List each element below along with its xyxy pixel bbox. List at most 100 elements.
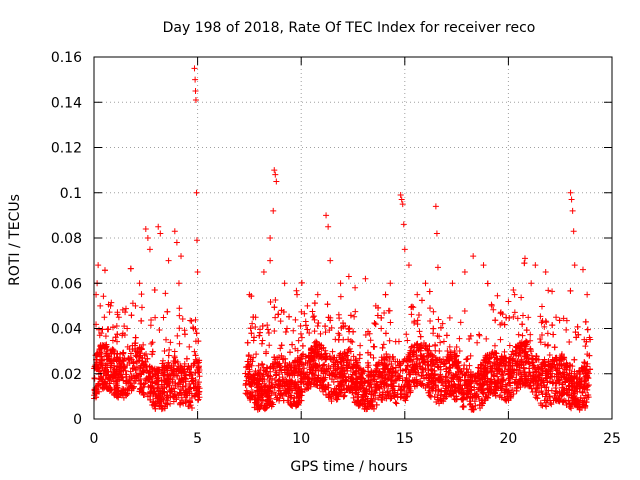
data-point xyxy=(159,357,166,364)
data-point xyxy=(160,371,167,378)
data-point xyxy=(128,356,135,363)
data-point xyxy=(350,394,357,401)
data-point xyxy=(484,280,491,287)
data-point xyxy=(495,365,502,372)
data-point xyxy=(515,331,522,338)
data-point xyxy=(349,389,356,396)
data-point xyxy=(286,381,293,388)
data-point xyxy=(363,388,370,395)
data-point xyxy=(108,347,115,354)
data-point xyxy=(190,325,197,332)
data-point xyxy=(295,337,302,344)
data-point xyxy=(159,405,166,412)
data-point xyxy=(157,230,164,237)
data-point xyxy=(418,297,425,304)
data-point xyxy=(414,317,421,324)
data-point xyxy=(514,343,521,350)
data-point xyxy=(278,342,285,349)
data-point xyxy=(333,356,340,363)
data-point xyxy=(130,385,137,392)
data-point xyxy=(543,319,550,326)
data-point xyxy=(120,358,127,365)
data-point xyxy=(343,362,350,369)
data-point xyxy=(506,342,513,349)
data-point xyxy=(254,384,261,391)
data-point xyxy=(480,368,487,375)
data-point xyxy=(161,372,168,379)
data-point xyxy=(480,390,487,397)
data-point xyxy=(301,310,308,317)
data-point xyxy=(392,377,399,384)
data-point xyxy=(125,379,132,386)
data-point xyxy=(255,370,262,377)
data-point xyxy=(192,87,199,94)
data-point xyxy=(114,309,121,316)
data-point xyxy=(388,395,395,402)
data-point xyxy=(136,354,143,361)
data-point xyxy=(351,399,358,406)
data-point xyxy=(246,291,253,298)
data-point xyxy=(398,383,405,390)
data-point xyxy=(556,317,563,324)
data-point xyxy=(349,371,356,378)
data-point xyxy=(521,255,528,262)
data-point xyxy=(540,379,547,386)
data-point xyxy=(531,364,538,371)
data-point xyxy=(357,373,364,380)
data-point xyxy=(115,394,122,401)
data-point xyxy=(294,347,301,354)
data-point xyxy=(347,312,354,319)
data-point xyxy=(271,327,278,334)
data-point xyxy=(322,391,329,398)
data-point xyxy=(278,367,285,374)
y-tick-label: 0.12 xyxy=(51,141,82,157)
data-point xyxy=(584,372,591,379)
data-point xyxy=(484,385,491,392)
data-point xyxy=(467,395,474,402)
data-point xyxy=(249,376,256,383)
data-point xyxy=(321,367,328,374)
data-point xyxy=(345,382,352,389)
data-point xyxy=(111,371,118,378)
data-point xyxy=(546,393,553,400)
data-point xyxy=(378,360,385,367)
data-point xyxy=(195,383,202,390)
data-point xyxy=(417,380,424,387)
data-point xyxy=(108,360,115,367)
data-point xyxy=(530,376,537,383)
data-point xyxy=(512,350,519,357)
data-point xyxy=(143,351,150,358)
data-point xyxy=(566,387,573,394)
data-point xyxy=(186,343,193,350)
data-point xyxy=(465,390,472,397)
data-point xyxy=(252,314,259,321)
data-point xyxy=(266,342,273,349)
data-point xyxy=(176,376,183,383)
data-point xyxy=(109,337,116,344)
data-point xyxy=(399,358,406,365)
data-point xyxy=(553,367,560,374)
data-point xyxy=(127,265,134,272)
data-point xyxy=(245,352,252,359)
data-point xyxy=(551,344,558,351)
data-point xyxy=(278,390,285,397)
data-point xyxy=(382,330,389,337)
data-point xyxy=(553,373,560,380)
data-point xyxy=(139,361,146,368)
data-point xyxy=(141,391,148,398)
data-point xyxy=(525,314,532,321)
data-point xyxy=(513,376,520,383)
data-point xyxy=(421,375,428,382)
data-point xyxy=(326,353,333,360)
data-point xyxy=(284,370,291,377)
data-point xyxy=(147,382,154,389)
data-point xyxy=(399,201,406,208)
data-point xyxy=(563,401,570,408)
data-point xyxy=(367,337,374,344)
data-point xyxy=(297,389,304,396)
data-point xyxy=(373,401,380,408)
data-point xyxy=(559,391,566,398)
data-point xyxy=(327,317,334,324)
data-point xyxy=(137,371,144,378)
data-point xyxy=(191,65,198,72)
